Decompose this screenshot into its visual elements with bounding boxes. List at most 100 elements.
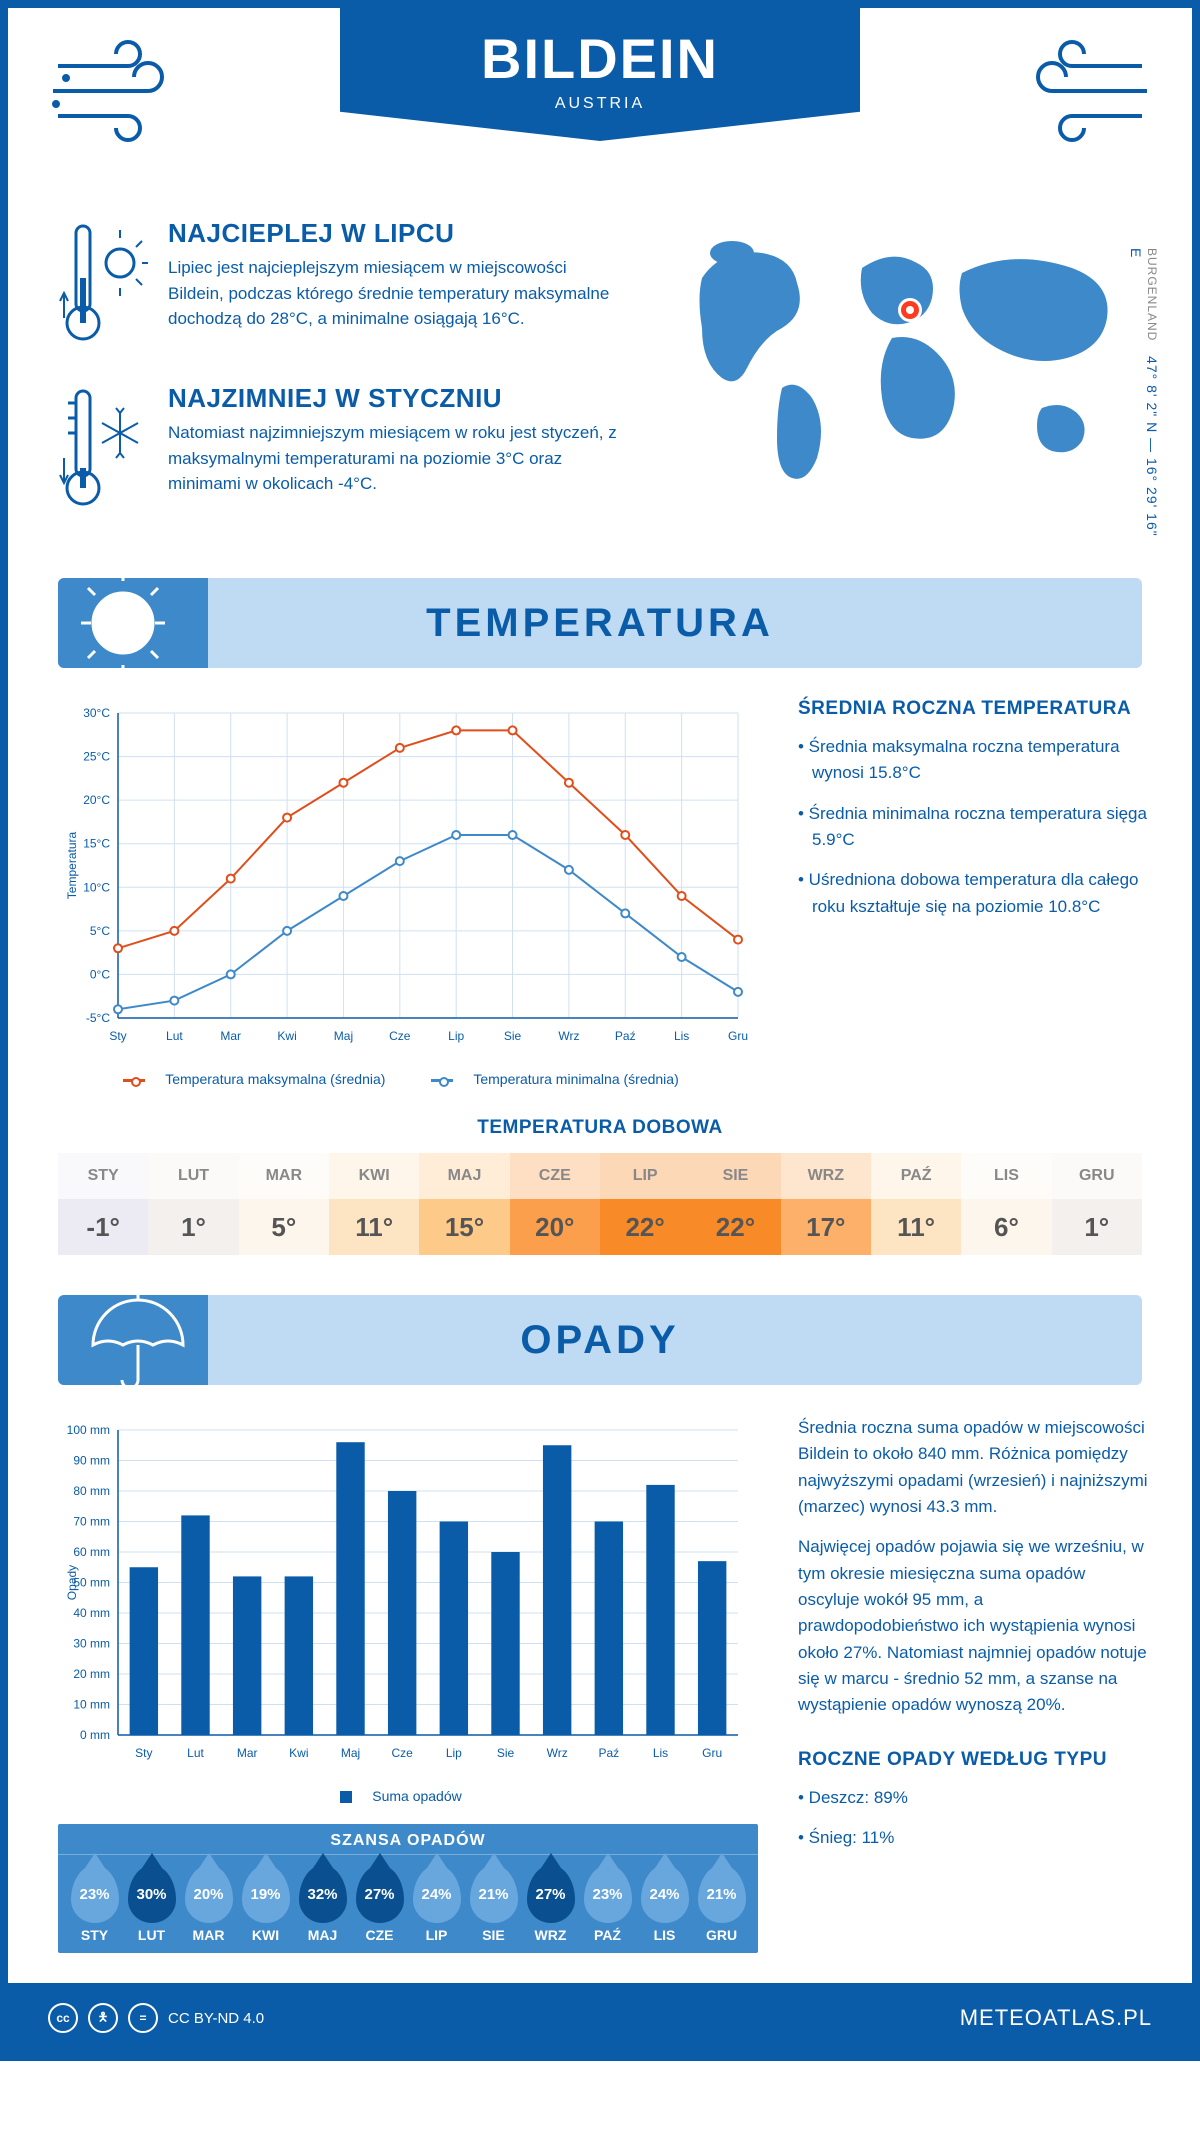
svg-text:-5°C: -5°C <box>86 1011 110 1025</box>
wind-icon-left <box>48 36 188 146</box>
daily-temp-table: STY-1°LUT1°MAR5°KWI11°MAJ15°CZE20°LIP22°… <box>58 1153 1142 1255</box>
svg-text:20 mm: 20 mm <box>73 1667 110 1681</box>
svg-text:Gru: Gru <box>702 1746 722 1760</box>
precipitation-chart: 0 mm10 mm20 mm30 mm40 mm50 mm60 mm70 mm8… <box>58 1415 758 1775</box>
svg-text:Mar: Mar <box>220 1029 241 1043</box>
svg-text:Temperatura: Temperatura <box>65 831 79 899</box>
nd-icon: = <box>128 2003 158 2033</box>
precip-chance: SZANSA OPADÓW 23%STY30%LUT20%MAR19%KWI32… <box>58 1824 758 1953</box>
coldest-text: Natomiast najzimniejszym miesiącem w rok… <box>168 420 622 497</box>
chance-col: 27%CZE <box>351 1865 408 1949</box>
daily-col: WRZ17° <box>781 1153 871 1255</box>
svg-text:Maj: Maj <box>341 1746 360 1760</box>
temp-legend: Temperatura maksymalna (średnia) Tempera… <box>58 1071 758 1087</box>
brand: METEOATLAS.PL <box>960 2005 1152 2031</box>
hottest-title: NAJCIEPLEJ W LIPCU <box>168 218 622 249</box>
temp-side-text: ŚREDNIA ROCZNA TEMPERATURA • Średnia mak… <box>798 698 1148 1087</box>
svg-text:Mar: Mar <box>237 1746 258 1760</box>
svg-text:Cze: Cze <box>391 1746 413 1760</box>
daily-col: LUT1° <box>148 1153 238 1255</box>
thermometer-hot-icon <box>58 218 148 353</box>
title-ribbon: BILDEIN AUSTRIA <box>340 8 860 141</box>
svg-text:Kwi: Kwi <box>289 1746 308 1760</box>
svg-text:25°C: 25°C <box>83 750 110 764</box>
svg-text:Gru: Gru <box>728 1029 748 1043</box>
daily-col: LIS6° <box>961 1153 1051 1255</box>
cc-icon: cc <box>48 2003 78 2033</box>
svg-text:15°C: 15°C <box>83 837 110 851</box>
wind-icon-right <box>1012 36 1152 146</box>
daily-col: SIE22° <box>690 1153 780 1255</box>
city-title: BILDEIN <box>340 26 860 91</box>
chance-col: 32%MAJ <box>294 1865 351 1949</box>
daily-col: LIP22° <box>600 1153 690 1255</box>
by-icon: 🯅 <box>88 2003 118 2033</box>
daily-col: GRU1° <box>1052 1153 1142 1255</box>
svg-text:60 mm: 60 mm <box>73 1545 110 1559</box>
chance-col: 23%PAŹ <box>579 1865 636 1949</box>
daily-col: MAR5° <box>239 1153 329 1255</box>
rain-legend: Suma opadów <box>58 1788 758 1804</box>
sun-icon <box>58 578 208 668</box>
svg-text:Sty: Sty <box>109 1029 126 1043</box>
daily-col: PAŹ11° <box>871 1153 961 1255</box>
chance-col: 30%LUT <box>123 1865 180 1949</box>
chance-col: 21%GRU <box>693 1865 750 1949</box>
temp-title: TEMPERATURA <box>426 601 774 646</box>
coordinates: BURGENLAND 47° 8' 2" N — 16° 29' 16" E <box>1128 248 1160 548</box>
svg-text:80 mm: 80 mm <box>73 1484 110 1498</box>
svg-text:Wrz: Wrz <box>547 1746 568 1760</box>
svg-text:0 mm: 0 mm <box>80 1728 110 1742</box>
umbrella-icon <box>58 1295 208 1385</box>
svg-text:Wrz: Wrz <box>558 1029 579 1043</box>
daily-col: KWI11° <box>329 1153 419 1255</box>
license: cc 🯅 = CC BY-ND 4.0 <box>48 2003 264 2033</box>
svg-text:Sty: Sty <box>135 1746 152 1760</box>
svg-text:30°C: 30°C <box>83 706 110 720</box>
coldest-fact: NAJZIMNIEJ W STYCZNIU Natomiast najzimni… <box>58 383 622 518</box>
hottest-text: Lipiec jest najcieplejszym miesiącem w m… <box>168 255 622 332</box>
svg-text:90 mm: 90 mm <box>73 1454 110 1468</box>
thermometer-cold-icon <box>58 383 148 518</box>
svg-text:Cze: Cze <box>389 1029 411 1043</box>
chance-col: 21%SIE <box>465 1865 522 1949</box>
svg-text:10°C: 10°C <box>83 880 110 894</box>
rain-title: OPADY <box>520 1318 679 1363</box>
section-head-rain: OPADY <box>58 1295 1142 1385</box>
svg-text:Sie: Sie <box>504 1029 522 1043</box>
hottest-fact: NAJCIEPLEJ W LIPCU Lipiec jest najcieple… <box>58 218 622 353</box>
infographic-frame: BILDEIN AUSTRIA NAJCIEPLEJ W LIPCU Lipie… <box>0 0 1200 2061</box>
svg-text:10 mm: 10 mm <box>73 1698 110 1712</box>
svg-text:Maj: Maj <box>334 1029 353 1043</box>
svg-text:Lip: Lip <box>448 1029 464 1043</box>
section-head-temp: TEMPERATURA <box>58 578 1142 668</box>
chance-col: 19%KWI <box>237 1865 294 1949</box>
temperature-chart: -5°C0°C5°C10°C15°C20°C25°C30°CStyLutMarK… <box>58 698 758 1058</box>
chance-col: 24%LIS <box>636 1865 693 1949</box>
svg-text:0°C: 0°C <box>90 967 110 981</box>
chance-col: 20%MAR <box>180 1865 237 1949</box>
header: BILDEIN AUSTRIA <box>8 8 1192 188</box>
svg-text:70 mm: 70 mm <box>73 1515 110 1529</box>
svg-text:40 mm: 40 mm <box>73 1606 110 1620</box>
daily-col: CZE20° <box>510 1153 600 1255</box>
svg-text:Paź: Paź <box>615 1029 636 1043</box>
svg-text:Paź: Paź <box>598 1746 619 1760</box>
svg-text:Lip: Lip <box>446 1746 462 1760</box>
chance-col: 24%LIP <box>408 1865 465 1949</box>
chance-col: 23%STY <box>66 1865 123 1949</box>
svg-text:Lut: Lut <box>166 1029 183 1043</box>
svg-text:Sie: Sie <box>497 1746 515 1760</box>
svg-text:5°C: 5°C <box>90 924 110 938</box>
intro-row: NAJCIEPLEJ W LIPCU Lipiec jest najcieple… <box>58 218 1142 548</box>
daily-col: MAJ15° <box>419 1153 509 1255</box>
daily-temp-title: TEMPERATURA DOBOWA <box>58 1117 1142 1139</box>
rain-side-text: Średnia roczna suma opadów w miejscowośc… <box>798 1415 1148 1953</box>
svg-text:Lut: Lut <box>187 1746 204 1760</box>
country-subtitle: AUSTRIA <box>340 95 860 113</box>
svg-text:Opady: Opady <box>65 1565 79 1600</box>
svg-text:Lis: Lis <box>653 1746 668 1760</box>
chance-col: 27%WRZ <box>522 1865 579 1949</box>
svg-text:30 mm: 30 mm <box>73 1637 110 1651</box>
svg-text:100 mm: 100 mm <box>67 1423 110 1437</box>
